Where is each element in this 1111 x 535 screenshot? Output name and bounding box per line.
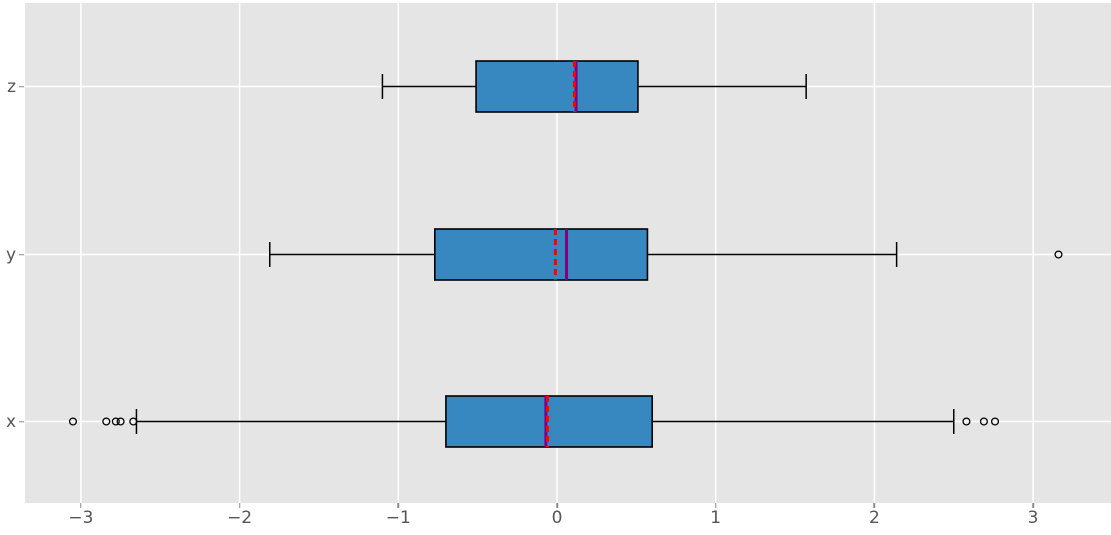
y-axis-tick-mark	[19, 85, 24, 88]
y-axis-tick-mark	[19, 420, 24, 423]
y-axis-category-label: x	[5, 411, 16, 432]
outlier-marker	[129, 417, 138, 426]
outlier-marker	[1054, 250, 1063, 259]
x-axis-tick-label: 0	[551, 508, 563, 528]
x-axis-tick-mark	[397, 503, 400, 508]
x-axis-tick-label: 1	[710, 508, 722, 528]
y-axis-category-label: y	[5, 244, 16, 265]
x-axis-tick-mark	[714, 503, 717, 508]
y-axis-tick-mark	[19, 253, 24, 256]
outlier-marker	[68, 417, 78, 426]
x-axis-tick-label: 3	[1027, 508, 1039, 528]
outlier-marker	[990, 417, 1000, 426]
y-axis-category-label: z	[7, 76, 16, 97]
outlier-marker	[962, 417, 971, 426]
outlier-marker	[979, 417, 988, 426]
outlier-marker	[111, 417, 120, 426]
iqr-box	[434, 228, 649, 281]
iqr-box	[475, 60, 639, 113]
x-axis-tick-mark	[873, 503, 876, 508]
x-axis-tick-mark	[1032, 503, 1034, 508]
outlier-marker	[102, 417, 111, 426]
x-axis-tick-label: −2	[227, 508, 253, 528]
outlier-marker	[116, 417, 125, 426]
x-axis-tick-label: −3	[68, 508, 94, 528]
iqr-box	[445, 395, 654, 448]
x-axis-tick-mark	[556, 503, 558, 508]
x-axis-tick-label: −1	[385, 508, 411, 528]
x-axis-tick-mark	[238, 503, 241, 508]
x-axis-tick-mark	[80, 503, 82, 508]
x-axis-tick-label: 2	[868, 508, 880, 528]
